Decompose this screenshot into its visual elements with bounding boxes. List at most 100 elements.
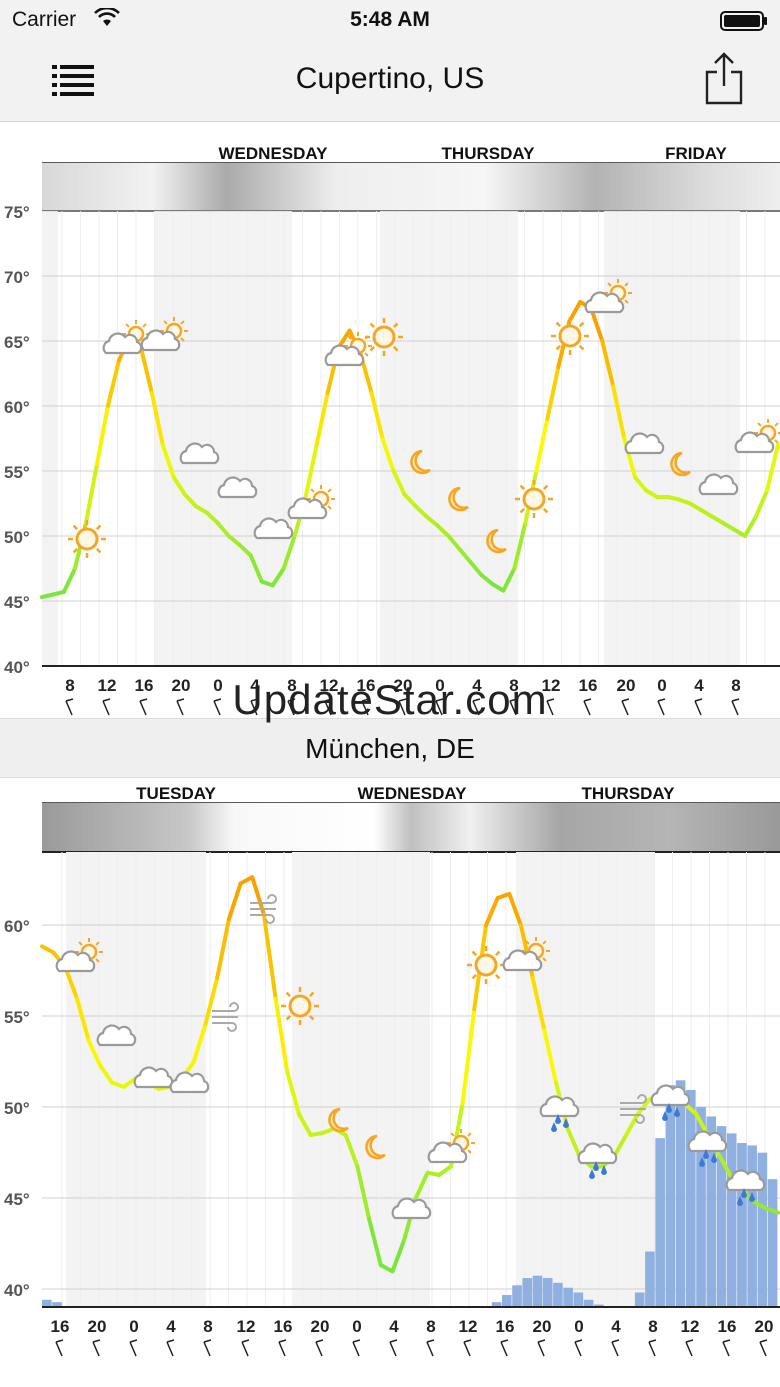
rain-icon <box>577 1142 618 1179</box>
day-label: FRIDAY <box>665 144 727 163</box>
wind-barb-icon <box>759 1339 768 1357</box>
x-tick-label: 8 <box>509 676 518 695</box>
moon-icon <box>486 528 507 554</box>
night-band <box>42 211 58 666</box>
temperature-line <box>710 514 726 525</box>
temperature-line <box>534 417 550 473</box>
wind-barb-icon <box>166 1339 175 1357</box>
cloud-icon <box>217 476 258 499</box>
wind-barb-icon <box>435 698 444 716</box>
temperature-line <box>512 521 528 571</box>
day-label: THURSDAY <box>582 784 676 803</box>
carrier-label: Carrier <box>12 8 77 31</box>
status-bar: Carrier 5:48 AM <box>0 0 780 40</box>
x-tick-label: 16 <box>51 1317 70 1336</box>
x-tick-label: 16 <box>135 676 154 695</box>
temperature-line <box>483 896 500 928</box>
x-tick-label: 4 <box>250 676 260 695</box>
y-tick-label: 55° <box>4 1008 30 1027</box>
temperature-line <box>624 1112 640 1138</box>
temperature-line <box>285 1070 302 1117</box>
temperature-line <box>611 384 627 441</box>
cloud-cover-strip <box>42 163 780 211</box>
y-tick-label: 40° <box>4 1281 30 1300</box>
x-tick-label: 12 <box>681 1317 700 1336</box>
temperature-line <box>226 881 243 922</box>
precip-bar <box>757 1152 768 1307</box>
munich-forecast-chart[interactable]: TUESDAY WEDNESDAY THURSDAY 60° 55° 50° 45° 40° 1… <box>0 779 780 1387</box>
temperature-line <box>182 492 198 509</box>
temperature-line <box>699 508 715 519</box>
temperature-line <box>754 488 770 519</box>
x-tick-label: 12 <box>320 676 339 695</box>
night-band <box>292 852 430 1307</box>
y-tick-label: 45° <box>4 1190 30 1209</box>
precip-bar <box>726 1133 737 1307</box>
precip-bar <box>767 1179 778 1307</box>
wind-barb-icon <box>65 698 74 716</box>
wind-barb-icon <box>685 1339 694 1357</box>
x-tick-label: 16 <box>496 1317 515 1336</box>
wind-barb-icon <box>241 1339 250 1357</box>
temperature-line <box>215 917 231 980</box>
x-tick-label: 4 <box>389 1317 399 1336</box>
wind-barb-icon <box>398 698 407 716</box>
temperature-line <box>320 1126 337 1135</box>
x-tick-label: 16 <box>357 676 376 695</box>
temperature-line <box>314 391 330 447</box>
moon-icon <box>328 1107 349 1133</box>
precip-bar <box>747 1145 757 1307</box>
battery-icon <box>720 11 768 37</box>
wind-barb-icon <box>139 698 148 716</box>
precip-bar <box>645 1251 655 1307</box>
temperature-line <box>270 566 286 588</box>
temperature-line <box>495 891 512 901</box>
temperature-line <box>61 566 77 594</box>
temperature-line <box>63 965 80 1001</box>
temperature-line <box>149 391 165 447</box>
temperature-line <box>507 891 523 928</box>
partly-cloudy-icon <box>734 419 780 454</box>
temperature-line <box>589 306 605 343</box>
wind-icon <box>212 1002 239 1032</box>
precip-bar <box>594 1304 604 1307</box>
night-band <box>516 852 655 1307</box>
share-icon[interactable] <box>704 52 744 111</box>
wind-barb-icon <box>213 698 222 716</box>
temperature-line <box>717 1154 734 1179</box>
moon-icon <box>410 449 431 475</box>
moon-icon <box>365 1134 386 1160</box>
day-label: THURSDAY <box>442 144 536 163</box>
temperature-line <box>732 527 748 538</box>
precip-bar <box>553 1282 563 1307</box>
precip-bar <box>42 1299 52 1307</box>
x-tick-label: 16 <box>274 1317 293 1336</box>
precip-bar <box>686 1089 696 1307</box>
temperature-line <box>380 436 396 473</box>
precip-bar <box>583 1299 594 1307</box>
temperature-line <box>261 912 278 1001</box>
cloud-icon <box>179 442 220 465</box>
temperature-line <box>121 1076 138 1089</box>
wind-barb-icon <box>509 698 518 716</box>
precip-bar <box>502 1294 512 1307</box>
temperature-line <box>343 1133 360 1169</box>
temperature-line <box>600 339 616 389</box>
temperature-line <box>721 521 737 532</box>
menu-icon[interactable] <box>52 64 94 103</box>
temperature-line <box>688 501 704 512</box>
temperature-line <box>542 1028 559 1085</box>
temperature-line <box>468 560 484 577</box>
rain-icon <box>650 1084 691 1121</box>
x-tick-label: 16 <box>718 1317 737 1336</box>
wind-barb-icon <box>731 698 740 716</box>
cupertino-forecast-chart[interactable]: WEDNESDAY THURSDAY FRIDAY 75° 70° 65° 60° 55° 50… <box>0 123 780 718</box>
night-band <box>380 211 518 666</box>
precip-bar <box>52 1302 62 1307</box>
temperature-line <box>193 504 209 515</box>
temperature-line <box>490 582 506 593</box>
x-tick-label: 20 <box>533 1317 552 1336</box>
temperature-line <box>479 573 495 587</box>
x-tick-label: 8 <box>648 1317 657 1336</box>
temperature-line <box>743 514 759 538</box>
